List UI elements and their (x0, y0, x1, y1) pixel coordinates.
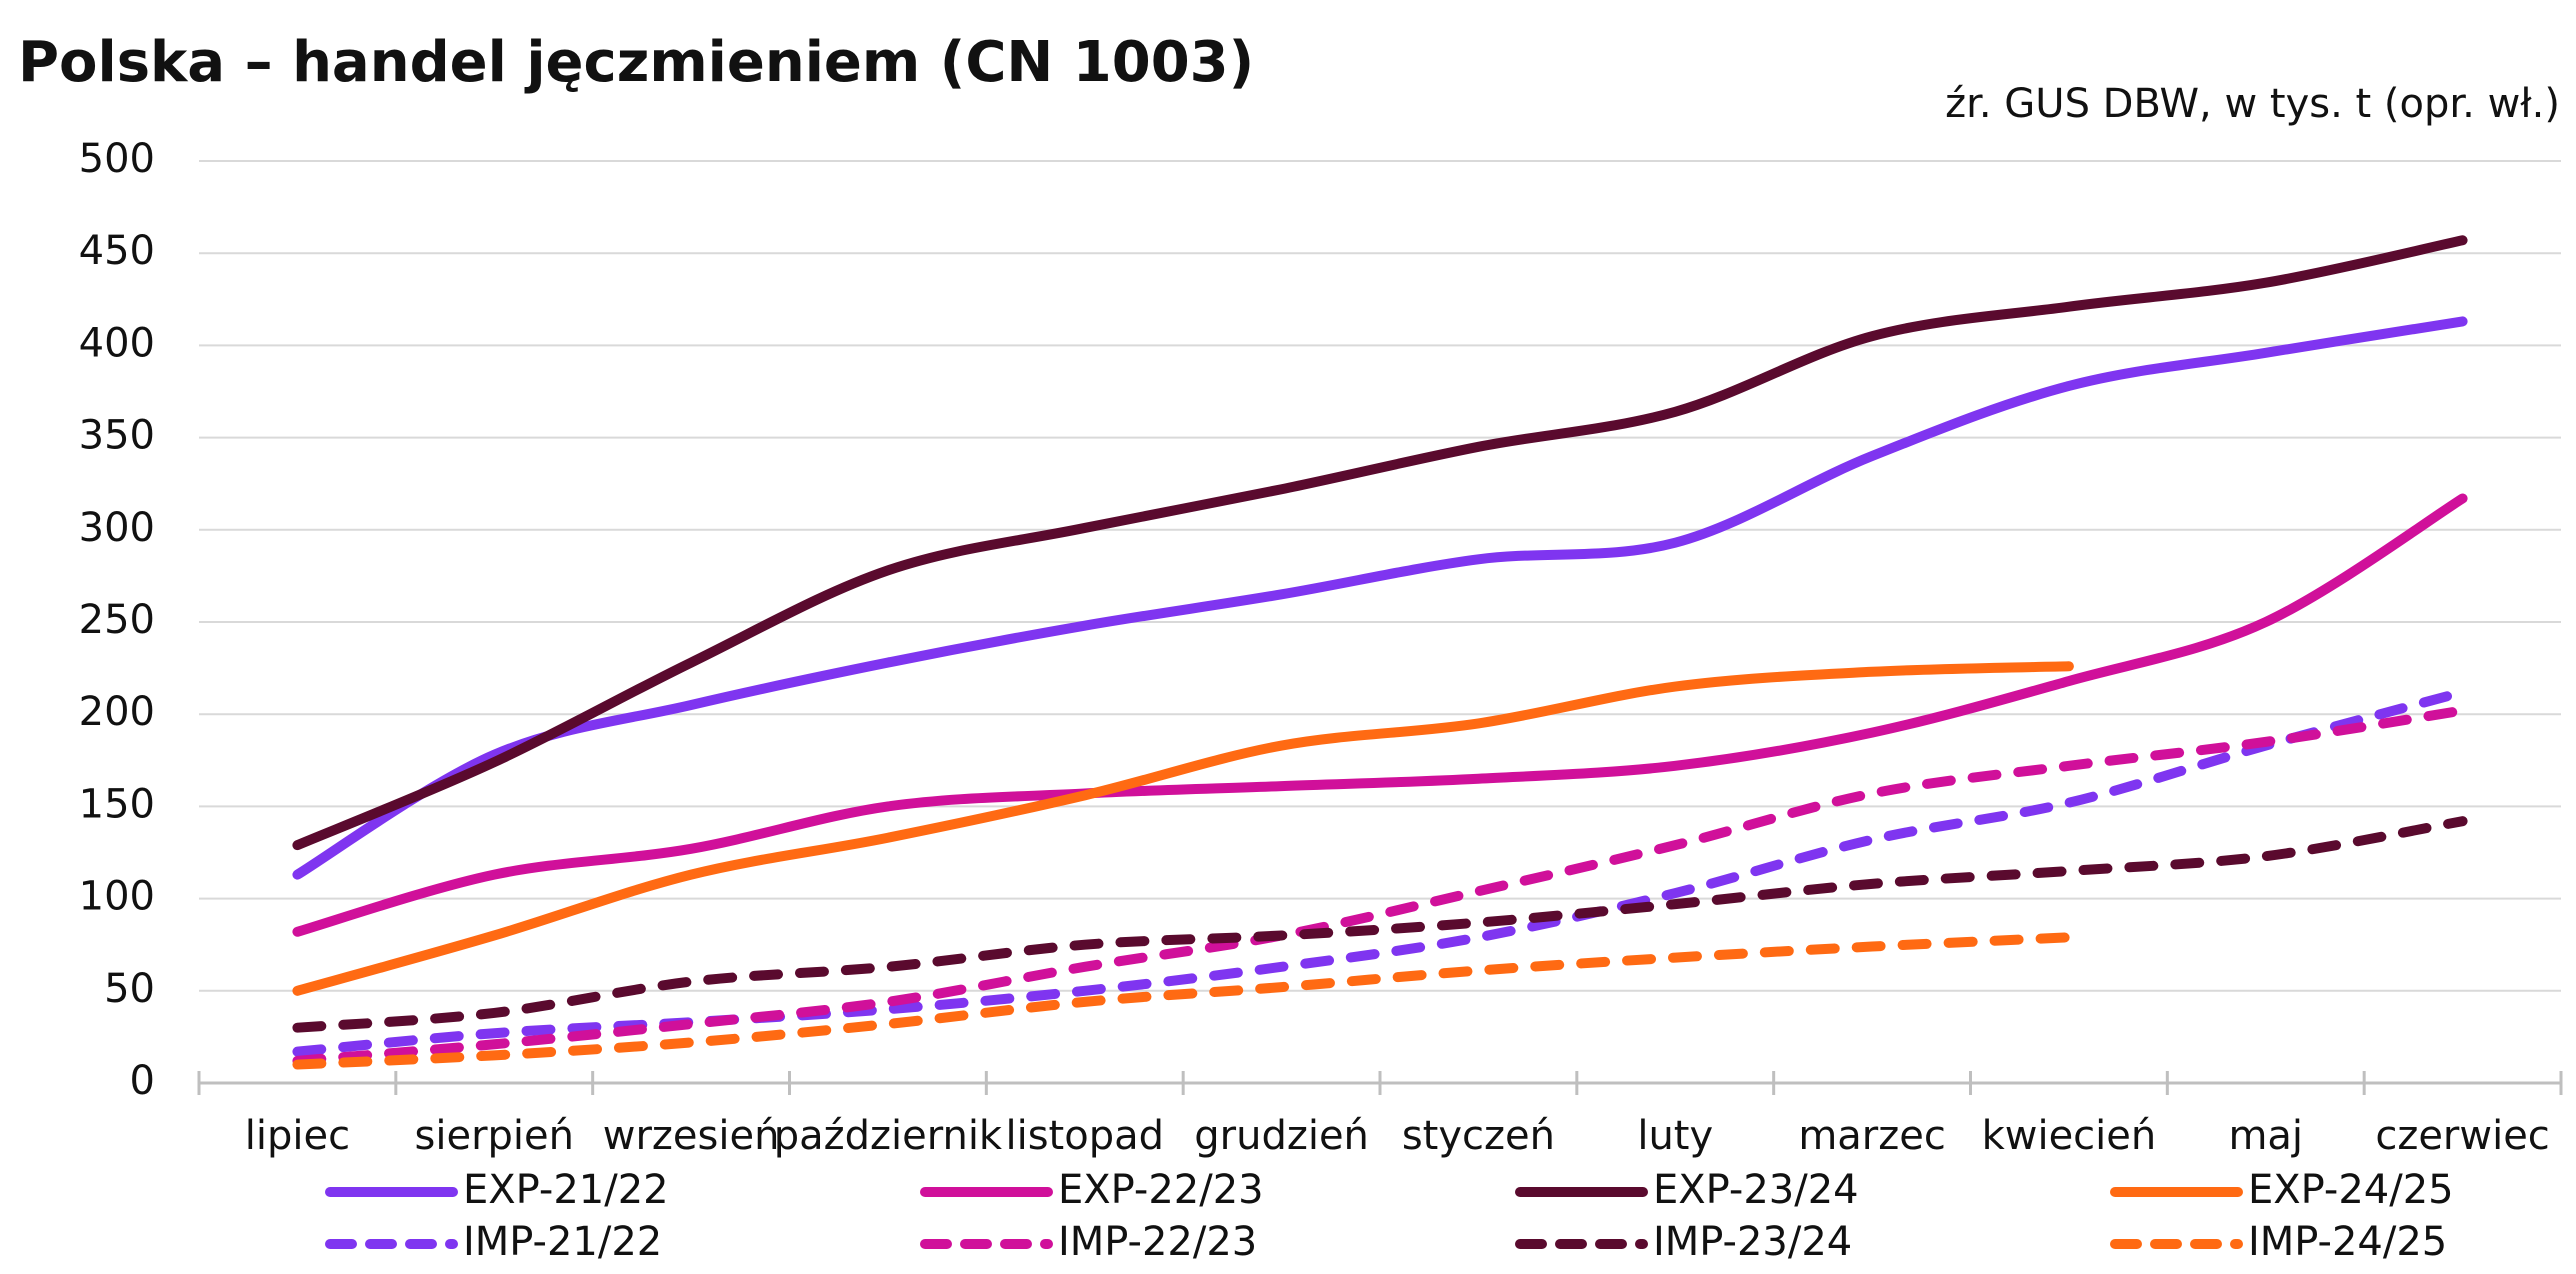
x-tick-label: luty (1637, 1113, 1713, 1159)
x-tick-label: lipiec (245, 1113, 350, 1159)
y-tick-label: 400 (79, 320, 155, 366)
legend-label: EXP-22/23 (1058, 1167, 1264, 1213)
x-tick-label: maj (2228, 1113, 2303, 1159)
legend-label: IMP-24/25 (2248, 1219, 2447, 1265)
chart-subtitle: źr. GUS DBW, w tys. t (opr. wł.) (1945, 81, 2560, 127)
series-line (292, 816, 2468, 1033)
y-tick-label: 250 (79, 597, 155, 643)
series-line (292, 687, 2468, 1057)
x-tick-label: czerwiec (2375, 1113, 2549, 1159)
series-line (292, 235, 2468, 851)
x-tick-label: grudzień (1194, 1113, 1369, 1159)
series-line (292, 932, 2074, 1070)
legend-label: IMP-21/22 (463, 1219, 662, 1265)
x-tick-label: listopad (1005, 1113, 1164, 1159)
x-tick-label: wrzesień (603, 1113, 780, 1159)
series-line (292, 493, 2468, 937)
legend-label: EXP-21/22 (463, 1167, 669, 1213)
y-tick-label: 150 (79, 781, 155, 827)
y-tick-label: 100 (79, 874, 155, 920)
y-tick-label: 500 (79, 136, 155, 182)
series-line (292, 705, 2468, 1066)
y-tick-label: 0 (130, 1058, 155, 1104)
x-tick-label: styczeń (1402, 1113, 1555, 1159)
legend-label: IMP-23/24 (1653, 1219, 1852, 1265)
y-tick-label: 200 (79, 689, 155, 735)
series-line (292, 661, 2074, 996)
y-tick-label: 50 (104, 966, 155, 1012)
legend-label: IMP-22/23 (1058, 1219, 1257, 1265)
y-tick-label: 300 (79, 505, 155, 551)
chart-title: Polska – handel jęczmieniem (CN 1003) (18, 30, 1254, 95)
x-tick-label: marzec (1798, 1113, 1946, 1159)
x-tick-label: październik (774, 1113, 1003, 1159)
series-line (292, 316, 2468, 880)
y-tick-label: 450 (79, 228, 155, 274)
x-tick-label: sierpień (415, 1113, 574, 1159)
legend-label: EXP-24/25 (2248, 1167, 2454, 1213)
y-tick-label: 350 (79, 413, 155, 459)
x-tick-label: kwiecień (1982, 1113, 2157, 1159)
legend-label: EXP-23/24 (1653, 1167, 1859, 1213)
